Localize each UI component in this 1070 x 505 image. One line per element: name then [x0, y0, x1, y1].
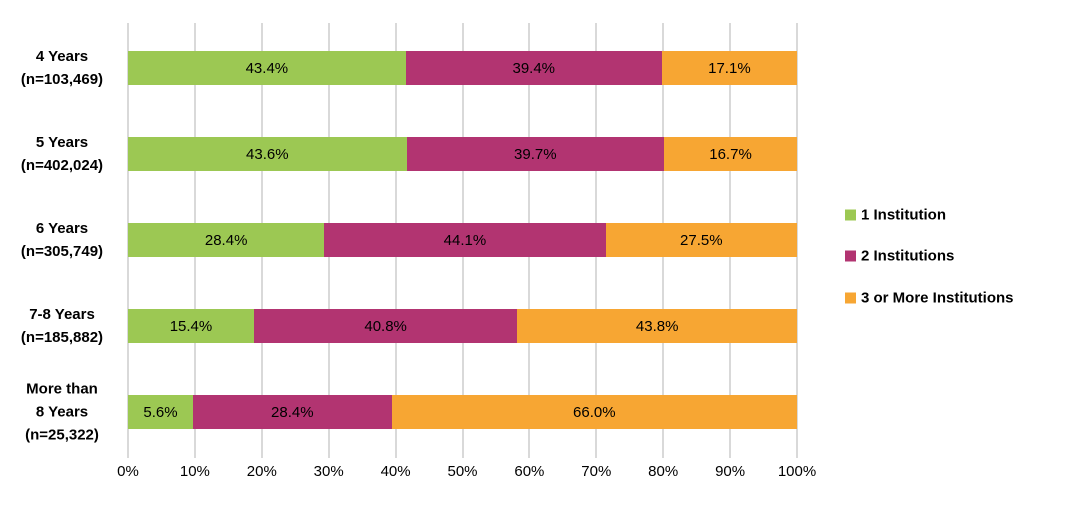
bar-segment: 39.7%: [406, 137, 665, 171]
bar-value-label: 40.8%: [364, 317, 407, 335]
bar-value-label: 39.7%: [514, 145, 557, 163]
bar-segment: 28.4%: [192, 395, 392, 429]
x-axis-tick-label: 30%: [313, 463, 344, 480]
legend-item-3-or-more-institutions: 3 or More Institutions: [845, 290, 1014, 307]
bar-segment: 15.4%: [128, 309, 254, 343]
x-axis-tick-label: 40%: [380, 463, 411, 480]
x-axis-tick-label: 20%: [246, 463, 277, 480]
bar-segment: 40.8%: [253, 309, 518, 343]
bar-segment: 17.1%: [661, 51, 798, 85]
x-axis-tick-label: 100%: [777, 463, 817, 480]
x-axis-tick-label: 80%: [648, 463, 679, 480]
bar-segment: 16.7%: [664, 137, 797, 171]
legend-item-1-institution: 1 Institution: [845, 207, 946, 224]
x-axis-tick-label: 0%: [117, 463, 139, 480]
bar-row: 28.4% 44.1% 27.5%: [128, 223, 797, 257]
legend-label: 3 or More Institutions: [861, 289, 1014, 307]
legend-label: 2 Institutions: [861, 247, 955, 265]
bar-segment: 44.1%: [324, 223, 606, 257]
legend-swatch-1-institution: [845, 209, 856, 221]
bar-row: 15.4% 40.8% 43.8%: [128, 309, 797, 343]
bar-segment: 43.4%: [128, 51, 406, 85]
bar-value-label: 43.4%: [245, 59, 289, 77]
bar-segment: 27.5%: [605, 223, 797, 257]
bar-value-label: 27.5%: [680, 231, 723, 249]
bar-value-label: 28.4%: [204, 231, 248, 249]
category-axis-label: 4 Years (n=103,469): [20, 48, 104, 88]
legend-label: 1 Institution: [861, 206, 946, 224]
bar-value-label: 17.1%: [708, 59, 751, 77]
x-axis-tick-label: 50%: [447, 463, 478, 480]
bar-row: 43.4% 39.4% 17.1%: [128, 51, 798, 85]
bar-value-label: 43.6%: [246, 145, 289, 163]
bar-segment: 39.4%: [405, 51, 662, 85]
bar-segment: 28.4%: [128, 223, 325, 257]
category-axis-label: More than 8 Years (n=25,322): [25, 380, 99, 444]
bar-value-label: 43.8%: [635, 317, 679, 335]
legend-item-2-institutions: 2 Institutions: [845, 248, 954, 265]
bar-value-label: 28.4%: [271, 403, 314, 421]
bar-segment: 5.6%: [128, 395, 193, 429]
x-axis-tick-label: 70%: [581, 463, 612, 480]
bar-value-label: 15.4%: [169, 317, 213, 335]
bar-row: 5.6% 28.4% 66.0%: [128, 395, 797, 429]
plot-area: 43.4% 39.4% 17.1% 43.6% 39.7% 16.7% 28.4% 44.1%…: [127, 23, 798, 458]
bar-value-label: 16.7%: [709, 145, 752, 163]
x-axis-tick-label: 90%: [715, 463, 746, 480]
bar-segment: 43.8%: [517, 309, 797, 343]
bar-value-label: 66.0%: [573, 403, 616, 421]
bar-value-label: 44.1%: [443, 231, 487, 249]
bar-segment: 43.6%: [128, 137, 407, 171]
category-axis-label: 7-8 Years (n=185,882): [20, 306, 104, 346]
legend-swatch-3-or-more-institutions: [845, 292, 856, 304]
bar-value-label: 39.4%: [512, 59, 556, 77]
gridline: [796, 23, 798, 458]
category-axis-label: 5 Years (n=402,024): [20, 134, 104, 174]
x-axis-tick-label: 60%: [514, 463, 545, 480]
bar-segment: 66.0%: [391, 395, 797, 429]
bar-row: 43.6% 39.7% 16.7%: [128, 137, 797, 171]
category-axis-label: 6 Years (n=305,749): [20, 220, 104, 260]
x-axis-tick-label: 10%: [179, 463, 210, 480]
legend-swatch-2-institutions: [845, 250, 856, 262]
bar-value-label: 5.6%: [143, 403, 178, 421]
